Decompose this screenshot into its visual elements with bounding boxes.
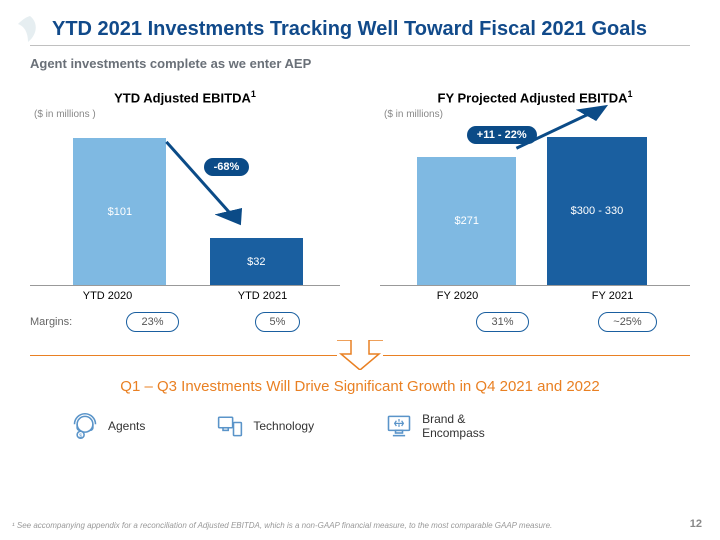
ytd-x-labels: YTD 2020YTD 2021: [30, 290, 340, 302]
x-axis-label: YTD 2021: [185, 290, 340, 302]
x-axis-label: YTD 2020: [30, 290, 185, 302]
margin-value: ~25%: [598, 312, 656, 332]
leaf-logo-icon: [14, 14, 46, 46]
trend-arrow-icon: [380, 126, 690, 285]
change-callout: -68%: [204, 158, 250, 176]
agents-icon: $: [70, 411, 100, 441]
ytd-margins-row: Margins: 23% 5%: [30, 312, 340, 332]
x-axis-label: FY 2020: [380, 290, 535, 302]
svg-text:$: $: [79, 434, 82, 440]
change-callout: +11 - 22%: [467, 126, 537, 144]
trend-arrow-icon: [30, 126, 340, 285]
fy-x-labels: FY 2020FY 2021: [380, 290, 690, 302]
margin-value: 31%: [476, 312, 528, 332]
margin-value: 23%: [126, 312, 178, 332]
page-number: 12: [690, 518, 702, 530]
investment-label: Agents: [108, 419, 145, 433]
arrow-line-right: [383, 355, 690, 356]
charts-row: YTD Adjusted EBITDA1 ($ in millions ) $1…: [30, 89, 690, 332]
ytd-chart-panel: YTD Adjusted EBITDA1 ($ in millions ) $1…: [30, 89, 340, 332]
brand-icon: [384, 411, 414, 441]
fy-chart-units: ($ in millions): [384, 109, 690, 120]
fy-chart-title: FY Projected Adjusted EBITDA1: [380, 89, 690, 105]
investment-item: Technology: [215, 411, 314, 441]
investment-label: Brand & Encompass: [422, 412, 512, 441]
investment-item: Brand & Encompass: [384, 411, 512, 441]
investment-icons-row: $ Agents Technology Brand & Encompass: [30, 411, 690, 441]
ytd-chart-units: ($ in millions ): [34, 109, 340, 120]
technology-icon: [215, 411, 245, 441]
investment-label: Technology: [253, 419, 314, 433]
fy-margins-row: 31% ~25%: [380, 312, 690, 332]
ytd-chart-title: YTD Adjusted EBITDA1: [30, 89, 340, 105]
arrow-down-icon: [337, 340, 383, 370]
slide: YTD 2021 Investments Tracking Well Towar…: [0, 0, 720, 540]
arrow-line-left: [30, 355, 337, 356]
ytd-chart-area: $101$32-68%: [30, 126, 340, 286]
margin-value: 5%: [255, 312, 301, 332]
page-title: YTD 2021 Investments Tracking Well Towar…: [52, 18, 690, 41]
callout-arrow: [30, 340, 690, 370]
footnote: ¹ See accompanying appendix for a reconc…: [12, 521, 552, 530]
growth-headline: Q1 – Q3 Investments Will Drive Significa…: [30, 378, 690, 395]
investment-item: $ Agents: [70, 411, 145, 441]
header-divider: [30, 45, 690, 46]
fy-chart-area: $271$300 - 330+11 - 22%: [380, 126, 690, 286]
margins-label: Margins:: [30, 316, 90, 328]
fy-chart-panel: FY Projected Adjusted EBITDA1 ($ in mill…: [380, 89, 690, 332]
page-subtitle: Agent investments complete as we enter A…: [30, 56, 690, 71]
x-axis-label: FY 2021: [535, 290, 690, 302]
